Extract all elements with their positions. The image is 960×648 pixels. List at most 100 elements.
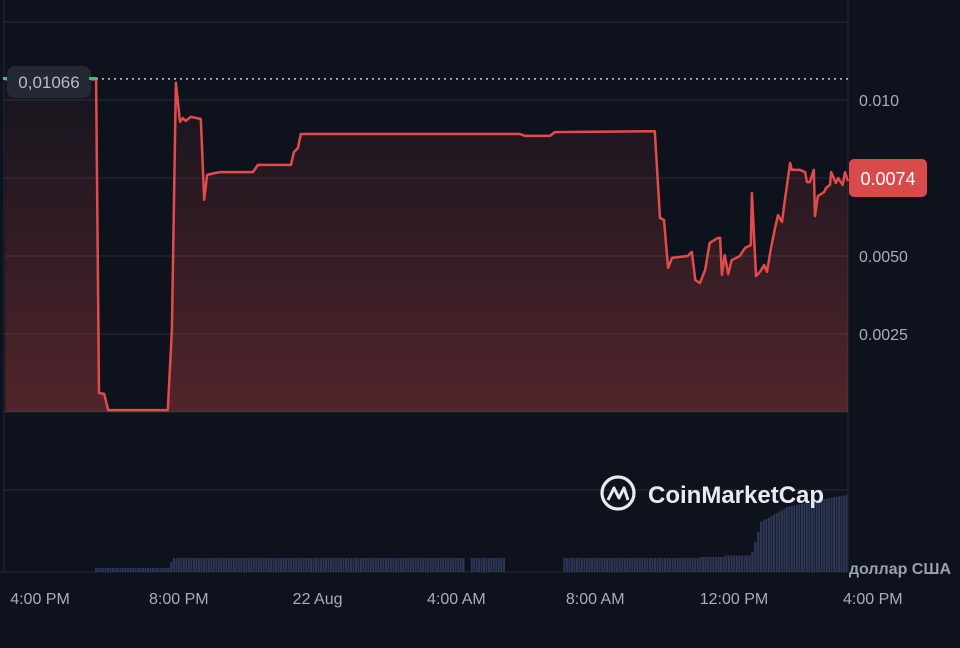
volume-bar: [200, 558, 203, 572]
volume-bar: [643, 558, 646, 572]
volume-bar: [252, 558, 255, 572]
x-tick-label: 4:00 AM: [427, 591, 486, 608]
volume-bar: [701, 557, 704, 572]
volume-bar: [586, 558, 588, 572]
volume-bar: [712, 557, 715, 572]
volume-bar: [473, 558, 476, 572]
x-tick-label: 4:00 PM: [10, 591, 70, 608]
volume-bar: [447, 558, 450, 572]
volume-bar: [767, 517, 770, 572]
volume-bar: [651, 558, 654, 572]
volume-bar: [621, 558, 624, 572]
volume-bar: [730, 555, 733, 572]
volume-bars: [94, 494, 848, 572]
volume-bar: [830, 497, 833, 572]
volume-bar: [618, 558, 621, 572]
volume-bar: [740, 555, 743, 572]
volume-bar: [394, 558, 397, 572]
volume-bar: [611, 558, 614, 572]
volume-bar: [102, 568, 104, 572]
volume-bar: [285, 558, 288, 572]
volume-bar: [628, 558, 631, 572]
volume-bar: [142, 568, 145, 572]
volume-bar: [659, 558, 661, 572]
volume-bar: [192, 558, 195, 572]
volume-bar: [475, 558, 478, 572]
volume-bar: [449, 558, 452, 572]
volume-bar: [478, 558, 481, 572]
volume-bar: [382, 558, 385, 572]
volume-bar: [563, 558, 566, 572]
volume-bar: [603, 558, 606, 572]
volume-bar: [414, 558, 417, 572]
volume-bar: [94, 568, 97, 572]
y-tick-label: 0.010: [859, 93, 899, 110]
volume-bar: [127, 568, 129, 572]
volume-bar: [762, 520, 765, 572]
volume-bar: [260, 558, 263, 572]
volume-bar: [104, 568, 107, 572]
volume-bar: [833, 497, 835, 572]
volume-bar: [568, 558, 571, 572]
volume-bar: [434, 558, 437, 572]
volume-bar: [638, 558, 641, 572]
volume-bar: [757, 532, 760, 572]
volume-bar: [593, 558, 596, 572]
volume-bar: [265, 558, 268, 572]
volume-bar: [591, 558, 593, 572]
volume-bar: [686, 558, 689, 572]
volume-bar: [487, 558, 490, 572]
volume-bar: [845, 494, 848, 572]
volume-bar: [132, 568, 134, 572]
volume-bar: [669, 558, 672, 572]
volume-bar: [305, 558, 308, 572]
volume-bar: [302, 558, 305, 572]
volume-bar: [793, 505, 796, 572]
volume-bar: [290, 558, 293, 572]
volume-bar: [300, 558, 303, 572]
y-tick-label: 0.0050: [859, 249, 908, 266]
volume-bar: [437, 558, 440, 572]
volume-bar: [648, 558, 651, 572]
volume-bar: [310, 558, 313, 572]
volume-bar: [154, 568, 157, 572]
volume-bar: [320, 558, 322, 572]
volume-bar: [147, 568, 150, 572]
watermark-text: CoinMarketCap: [648, 482, 824, 509]
volume-bar: [240, 558, 243, 572]
volume-bar: [157, 568, 160, 572]
volume-bar: [205, 558, 208, 572]
volume-bar: [815, 500, 818, 572]
volume-bar: [583, 558, 586, 572]
x-tick-label: 8:00 AM: [566, 591, 625, 608]
volume-bar: [452, 558, 455, 572]
volume-bar: [295, 558, 298, 572]
volume-bar: [207, 558, 210, 572]
volume-bar: [197, 558, 200, 572]
volume-bar: [109, 568, 112, 572]
volume-bar: [357, 558, 360, 572]
volume-bar: [689, 558, 692, 572]
volume-bar: [137, 568, 139, 572]
volume-bar: [404, 558, 407, 572]
volume-bar: [307, 558, 310, 572]
volume-bar: [840, 495, 843, 572]
volume-bar: [707, 557, 710, 572]
volume-bar: [805, 502, 808, 572]
volume-bar: [280, 558, 283, 572]
volume-bar: [748, 555, 751, 572]
volume-bar: [720, 557, 723, 572]
volume-bar: [106, 568, 109, 572]
volume-bar: [335, 558, 337, 572]
volume-bar: [783, 508, 786, 572]
volume-bar: [483, 558, 485, 572]
volume-bar: [570, 558, 573, 572]
volume-bar: [738, 555, 741, 572]
volume-bar: [364, 558, 367, 572]
volume-bar: [502, 558, 505, 572]
volume-bar: [691, 558, 694, 572]
volume-bar: [392, 558, 395, 572]
volume-bar: [287, 558, 290, 572]
volume-bar: [751, 552, 754, 572]
